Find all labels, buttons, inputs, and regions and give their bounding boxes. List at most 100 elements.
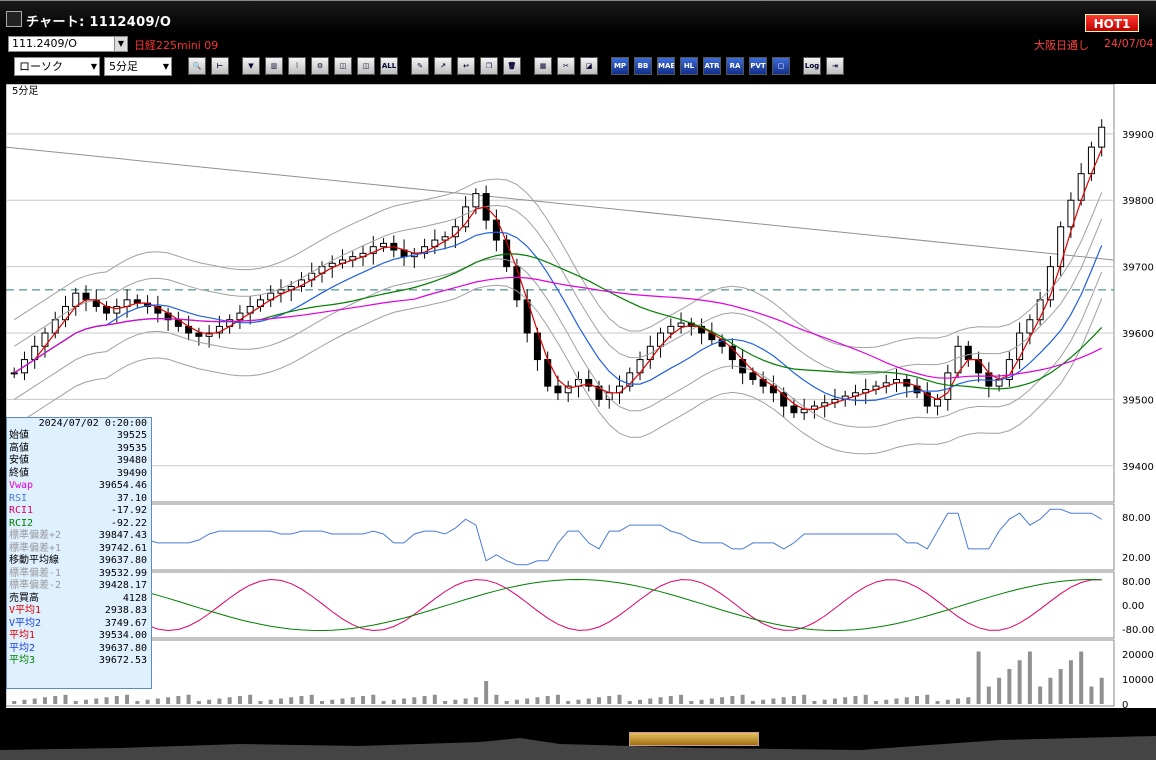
volume-bar xyxy=(135,701,140,704)
rsi-panel xyxy=(6,503,1115,571)
ra-icon[interactable]: RA xyxy=(726,57,744,75)
candle-body xyxy=(677,322,685,327)
trash-icon[interactable]: 🗑 xyxy=(503,57,521,75)
code-input[interactable]: 111.2409/O ▼ xyxy=(8,36,128,52)
down-arrow-icon[interactable]: ▼ xyxy=(242,57,260,75)
copy-icon[interactable]: ❐ xyxy=(480,57,498,75)
mp-icon[interactable]: MP xyxy=(611,57,629,75)
pen-icon[interactable]: ✎ xyxy=(411,57,429,75)
price-tick-label: 39900 xyxy=(1122,130,1154,141)
volume-tick-label: 0 xyxy=(1122,700,1128,708)
candle-box-icon[interactable]: ◫ xyxy=(334,57,352,75)
line-draw-icon[interactable]: ↗ xyxy=(434,57,452,75)
candle-body xyxy=(1046,266,1054,301)
info-value: 39847.43 xyxy=(98,530,147,541)
bar-chart-icon[interactable]: ▥ xyxy=(265,57,283,75)
volume-bar xyxy=(114,696,119,704)
overview-strip xyxy=(0,736,1156,760)
volume-bar xyxy=(402,698,407,704)
volume-bar xyxy=(504,701,509,704)
info-row: 標準偏差-1 39532.99 xyxy=(7,568,151,581)
volume-bar xyxy=(166,697,171,704)
info-label: 始値 xyxy=(9,430,29,441)
mae-icon[interactable]: MAE xyxy=(657,57,675,75)
info-value: 39480 xyxy=(116,455,147,466)
volume-bar xyxy=(781,697,786,704)
info-label: 移動平均線 xyxy=(9,555,59,566)
candle-body xyxy=(954,345,962,374)
settings-icon[interactable]: ⚙ xyxy=(311,57,329,75)
info-label: V平均1 xyxy=(9,605,42,616)
volume-bar xyxy=(1068,660,1073,704)
interval-select[interactable]: 5分足 ▼ xyxy=(104,57,172,76)
export-icon[interactable]: ⇥ xyxy=(826,57,844,75)
log-icon[interactable]: Log xyxy=(803,57,821,75)
volume-bar xyxy=(73,701,78,704)
ma1-line xyxy=(13,149,1103,410)
volume-bar xyxy=(381,701,386,704)
candle-body xyxy=(472,193,480,208)
scrollbar-thumb[interactable] xyxy=(629,732,759,746)
volume-bar xyxy=(648,698,653,704)
volume-bar xyxy=(330,699,335,704)
ma2-line xyxy=(13,231,1103,402)
volume-bar xyxy=(535,697,540,704)
info-value: 39534.00 xyxy=(98,630,147,641)
volume-bar xyxy=(494,694,499,704)
candle-body xyxy=(533,332,541,361)
time-scrollbar[interactable] xyxy=(0,730,1156,760)
volume-bar xyxy=(1038,686,1043,704)
candle-icon[interactable]: ⫶ xyxy=(288,57,306,75)
volume-bar xyxy=(956,698,961,704)
info-label: 平均1 xyxy=(9,630,36,641)
info-label: 安値 xyxy=(9,455,29,466)
candle-body xyxy=(1098,126,1106,148)
price-tick-label: 39800 xyxy=(1122,196,1154,207)
rci1-line xyxy=(13,578,1102,632)
zoom-icon[interactable]: 🔍 xyxy=(188,57,206,75)
vwap-line xyxy=(13,276,1102,379)
undo-icon[interactable]: ↩ xyxy=(457,57,475,75)
volume-bar xyxy=(484,681,489,704)
exchange-name: 大阪日通し xyxy=(1034,39,1089,52)
chevron-down-icon[interactable]: ▼ xyxy=(114,37,127,51)
window-title: チャート: 1112409/O xyxy=(26,15,172,30)
interval-value: 5分足 xyxy=(109,60,138,73)
all-icon[interactable]: ALL xyxy=(380,57,398,75)
volume-bar xyxy=(319,701,324,704)
candle-box2-icon[interactable]: ◫ xyxy=(357,57,375,75)
info-label: Vwap xyxy=(9,480,34,491)
grid-icon[interactable]: ▦ xyxy=(534,57,552,75)
frame-icon[interactable]: ▢ xyxy=(772,57,790,75)
info-value: 2938.83 xyxy=(104,605,147,616)
tools-icon[interactable]: ✂ xyxy=(557,57,575,75)
volume-bar xyxy=(638,699,643,704)
rci-tick-label: 0.00 xyxy=(1122,601,1144,612)
hot-button[interactable]: HOT1 xyxy=(1085,14,1139,32)
volume-bar xyxy=(802,694,807,704)
info-row: 平均1 39534.00 xyxy=(7,630,151,643)
volume-bar xyxy=(94,698,99,704)
pvt-icon[interactable]: PVT xyxy=(749,57,767,75)
ruler-icon[interactable]: ⊢ xyxy=(211,57,229,75)
chart-canvas[interactable]: 5分足 39400 39500 39600 39700 39800 39900 80.00 20… xyxy=(6,84,1156,708)
bb-icon[interactable]: BB xyxy=(634,57,652,75)
hl-icon[interactable]: HL xyxy=(680,57,698,75)
volume-bar xyxy=(1058,669,1063,704)
volume-bar xyxy=(617,694,622,704)
info-value: 39654.46 xyxy=(98,480,147,491)
volume-bar xyxy=(237,696,242,704)
volume-bar xyxy=(299,696,304,704)
info-row: 始値 39525 xyxy=(7,430,151,443)
info-label: 標準偏差-1 xyxy=(9,567,62,579)
volume-bar xyxy=(32,698,37,704)
atr-icon[interactable]: ATR xyxy=(703,57,721,75)
volume-bar xyxy=(791,696,796,704)
volume-bar xyxy=(945,699,950,704)
info-value: 39525 xyxy=(116,430,147,441)
chart-area[interactable]: 5分足 39400 39500 39600 39700 39800 39900 80.00 20… xyxy=(6,84,1156,708)
chart-type-select[interactable]: ローソク ▼ xyxy=(14,57,100,76)
volume-bar xyxy=(268,699,273,704)
color-icon[interactable]: ◪ xyxy=(580,57,598,75)
info-value: 37.10 xyxy=(116,492,147,504)
